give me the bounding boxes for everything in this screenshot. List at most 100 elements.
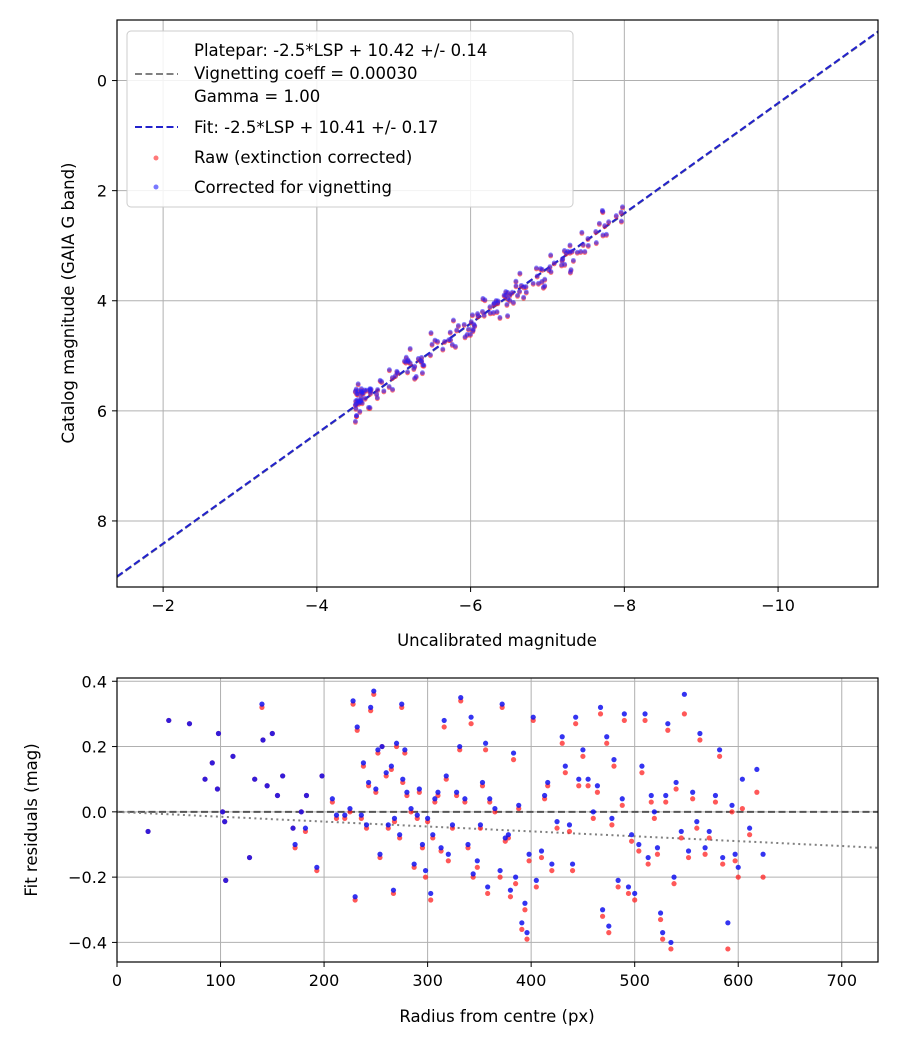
residual-corrected-point bbox=[314, 864, 320, 870]
residual-raw-point bbox=[621, 717, 627, 724]
bottom-y-tick-label: 0.2 bbox=[82, 738, 107, 757]
residual-corrected-point bbox=[519, 920, 525, 926]
residual-raw-point bbox=[573, 721, 579, 727]
residual-corrected-point bbox=[697, 730, 703, 737]
residual-corrected-point bbox=[739, 776, 745, 782]
residual-corrected-point bbox=[628, 832, 635, 838]
residual-raw-point bbox=[628, 838, 635, 844]
corrected-point bbox=[475, 313, 481, 319]
residual-corrected-point bbox=[482, 740, 489, 746]
residual-corrected-point bbox=[186, 721, 193, 727]
residual-corrected-point bbox=[651, 809, 657, 815]
residual-corrected-point bbox=[347, 805, 353, 812]
residual-corrected-point bbox=[545, 779, 551, 786]
residual-corrected-point bbox=[397, 832, 403, 838]
residual-raw-point bbox=[678, 835, 684, 841]
residual-corrected-point bbox=[269, 730, 275, 737]
corrected-point bbox=[374, 391, 380, 397]
corrected-point bbox=[562, 248, 567, 253]
corrected-point bbox=[538, 266, 543, 271]
residual-raw-point bbox=[685, 854, 692, 861]
residual-raw-point bbox=[712, 799, 719, 805]
corrected-point bbox=[513, 283, 519, 289]
bottom-y-tick-label: −0.4 bbox=[68, 933, 107, 952]
residual-corrected-point bbox=[533, 877, 539, 883]
top-y-tick-label: 4 bbox=[97, 292, 107, 311]
residual-corrected-point bbox=[432, 796, 438, 802]
residual-corrected-point bbox=[526, 851, 532, 857]
residual-raw-point bbox=[422, 874, 429, 880]
residual-corrected-point bbox=[402, 747, 408, 753]
residual-corrected-point bbox=[202, 776, 208, 782]
residual-corrected-point bbox=[445, 851, 451, 857]
residual-corrected-point bbox=[390, 887, 397, 893]
residual-corrected-point bbox=[454, 789, 460, 795]
corrected-point bbox=[394, 368, 400, 374]
corrected-point bbox=[440, 346, 446, 352]
corrected-point bbox=[420, 370, 425, 376]
residual-corrected-point bbox=[388, 763, 394, 769]
vignetting-trend-line bbox=[116, 810, 879, 849]
residual-corrected-point bbox=[562, 763, 568, 769]
corrected-point bbox=[613, 213, 619, 218]
corrected-point bbox=[435, 338, 440, 344]
residual-raw-point bbox=[673, 786, 679, 792]
corrected-point bbox=[455, 323, 461, 328]
residual-raw-point bbox=[735, 874, 741, 880]
residual-corrected-point bbox=[576, 776, 582, 782]
corrected-point bbox=[419, 354, 424, 360]
corrected-point bbox=[419, 358, 425, 364]
corrected-point bbox=[386, 367, 392, 373]
top-y-tick-label: 2 bbox=[97, 182, 107, 201]
residual-corrected-point bbox=[671, 874, 677, 880]
corrected-point bbox=[375, 387, 381, 392]
corrected-point bbox=[606, 219, 612, 225]
residual-raw-point bbox=[441, 724, 447, 730]
residual-raw-point bbox=[510, 757, 517, 763]
residual-raw-point bbox=[604, 740, 610, 746]
residual-corrected-point bbox=[524, 930, 530, 936]
residual-corrected-point bbox=[580, 747, 586, 753]
residual-raw-point bbox=[671, 881, 677, 887]
residual-raw-point bbox=[729, 809, 735, 815]
residual-raw-point bbox=[702, 851, 708, 857]
corrected-point bbox=[530, 280, 536, 286]
residual-corrected-point bbox=[214, 786, 221, 792]
corrected-point bbox=[503, 289, 509, 294]
legend-corrected-label: Corrected for vignetting bbox=[194, 178, 392, 197]
top-points bbox=[352, 204, 625, 425]
residual-corrected-point bbox=[360, 760, 367, 766]
corrected-point bbox=[618, 209, 624, 215]
residual-raw-point bbox=[632, 897, 638, 903]
corrected-point bbox=[574, 249, 580, 255]
residual-raw-point bbox=[538, 854, 545, 861]
residual-corrected-point bbox=[673, 779, 679, 786]
corrected-point bbox=[353, 386, 359, 392]
residual-corrected-point bbox=[246, 854, 253, 861]
bottom-y-axis-label: Fit residuals (mag) bbox=[22, 743, 41, 896]
residual-raw-point bbox=[760, 874, 766, 880]
residual-raw-point bbox=[594, 789, 601, 795]
corrected-point bbox=[560, 256, 566, 262]
corrected-point bbox=[596, 220, 602, 226]
corrected-point bbox=[354, 413, 359, 419]
corrected-point bbox=[453, 343, 458, 349]
corrected-point bbox=[497, 315, 503, 320]
residual-corrected-point bbox=[259, 701, 265, 707]
residual-corrected-point bbox=[462, 796, 468, 802]
bottom-x-axis-label: Radius from centre (px) bbox=[399, 1007, 594, 1026]
residual-raw-point bbox=[526, 858, 532, 864]
legend-corrected-marker bbox=[153, 184, 159, 190]
corrected-point bbox=[420, 362, 426, 368]
residual-corrected-point bbox=[621, 711, 627, 717]
residual-corrected-point bbox=[350, 698, 356, 704]
top-y-tick-label: 0 bbox=[97, 72, 107, 91]
residual-raw-point bbox=[648, 799, 654, 805]
corrected-point bbox=[466, 326, 471, 332]
residual-corrected-point bbox=[654, 845, 661, 851]
residual-corrected-point bbox=[694, 819, 700, 825]
corrected-point bbox=[582, 249, 588, 254]
residual-corrected-point bbox=[354, 724, 360, 730]
